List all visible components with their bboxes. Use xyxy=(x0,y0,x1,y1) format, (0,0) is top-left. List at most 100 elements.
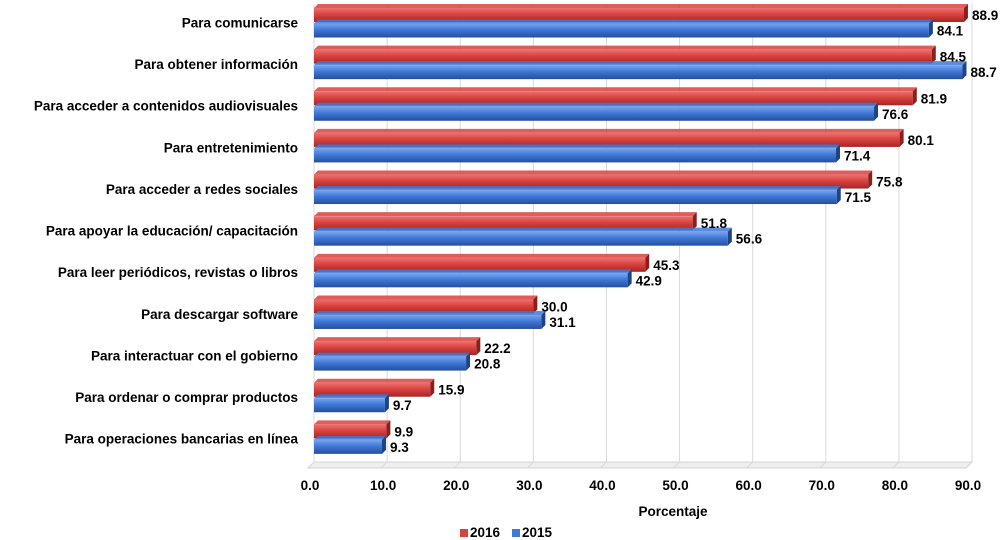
bar-2015 xyxy=(314,106,875,121)
gridline-depth xyxy=(673,461,680,469)
gridline-depth xyxy=(746,461,754,469)
bar-end-face xyxy=(386,420,391,439)
category-label: Para apoyar la educación/ capacitación xyxy=(46,224,298,239)
bar-top-face xyxy=(314,45,936,50)
bar-end-face xyxy=(931,45,936,64)
bar-end-face xyxy=(466,352,471,371)
bar-end-face xyxy=(381,435,386,454)
bar-end-face xyxy=(836,186,841,205)
bar-2015 xyxy=(314,439,382,454)
bar-top-face xyxy=(314,352,471,357)
value-label: 20.8 xyxy=(474,357,501,372)
value-label: 76.6 xyxy=(882,107,909,122)
chart-floor xyxy=(306,461,974,469)
bar-top-face xyxy=(314,435,386,440)
value-label: 22.2 xyxy=(484,341,510,356)
bar-top-face xyxy=(314,87,917,92)
value-label: 71.4 xyxy=(844,148,871,163)
bar-2015 xyxy=(314,273,628,288)
legend: 2016 2015 xyxy=(460,525,553,540)
x-tick-label: 40.0 xyxy=(589,478,615,493)
x-tick-label: 10.0 xyxy=(370,478,396,493)
bar-2016 xyxy=(314,49,932,64)
gridline-depth xyxy=(819,461,827,469)
bar-2016 xyxy=(314,257,646,272)
gridline-depth xyxy=(380,461,388,469)
category-label: Para interactuar con el gobierno xyxy=(91,348,298,363)
bar-top-face xyxy=(314,102,879,107)
category-label: Para descargar software xyxy=(141,307,298,322)
bar-2015 xyxy=(314,190,837,205)
category-label: Para ordenar o comprar productos xyxy=(75,390,298,405)
value-label: 84.1 xyxy=(937,24,964,39)
bar-top-face xyxy=(314,61,967,66)
value-label: 81.9 xyxy=(921,91,947,106)
value-label: 42.9 xyxy=(636,273,662,288)
legend-label: 2015 xyxy=(522,525,553,540)
value-label: 84.5 xyxy=(940,50,967,65)
bar-2015 xyxy=(314,148,837,163)
value-label: 45.3 xyxy=(653,258,680,273)
bar-2015 xyxy=(314,314,542,329)
value-label: 80.1 xyxy=(908,133,935,148)
bar-2016 xyxy=(314,341,477,356)
x-tick-label: 20.0 xyxy=(443,478,469,493)
legend-swatch xyxy=(512,529,520,537)
bar-2015 xyxy=(314,356,467,371)
bar-2016 xyxy=(314,132,900,147)
bar-2016 xyxy=(314,424,387,439)
value-label: 9.7 xyxy=(393,398,412,413)
x-tick-label: 50.0 xyxy=(662,478,688,493)
bar-end-face xyxy=(541,310,546,329)
bar-end-face xyxy=(384,394,389,413)
bar-top-face xyxy=(314,310,546,315)
gridline-depth xyxy=(600,461,607,469)
category-label: Para obtener información xyxy=(134,57,298,72)
bar-end-face xyxy=(963,4,968,22)
bar-top-face xyxy=(314,128,904,133)
x-tick-label: 30.0 xyxy=(516,478,542,493)
bar-top-face xyxy=(314,337,481,342)
value-label: 31.1 xyxy=(549,315,576,330)
bar-2016 xyxy=(314,174,869,189)
bar-top-face xyxy=(314,394,389,399)
bar-top-face xyxy=(314,420,391,425)
bar-2015 xyxy=(314,23,929,38)
category-label: Para leer periódicos, revistas o libros xyxy=(58,265,298,280)
category-label: Para entretenimiento xyxy=(164,140,298,155)
x-tick-label: 80.0 xyxy=(882,478,908,493)
x-tick-label: 0.0 xyxy=(301,478,320,493)
gridline-depth xyxy=(526,461,534,469)
bar-end-face xyxy=(692,212,697,231)
bar-top-face xyxy=(314,4,968,8)
bar-end-face xyxy=(533,295,538,314)
category-label: Para comunicarse xyxy=(182,15,299,30)
bar-end-face xyxy=(928,19,933,38)
value-label: 71.5 xyxy=(845,190,872,205)
value-label: 30.0 xyxy=(541,299,567,314)
gridline-depth xyxy=(453,461,461,469)
gridline-depth xyxy=(307,461,315,469)
value-label: 9.9 xyxy=(394,424,413,439)
bar-top-face xyxy=(314,186,841,191)
bar-top-face xyxy=(314,295,538,300)
bar-end-face xyxy=(962,61,967,80)
legend-swatch xyxy=(460,529,468,537)
bar-2015 xyxy=(314,65,963,80)
bar-2015 xyxy=(314,398,385,413)
bar-end-face xyxy=(868,170,873,189)
labels: 0.0 10.0 20.0 30.0 40.0 50.0 60.0 70.0 80.0 90.0 P… xyxy=(34,8,998,493)
bar-2015 xyxy=(314,231,728,246)
gridline-depth xyxy=(965,461,973,469)
bar-end-face xyxy=(727,227,732,246)
bar-end-face xyxy=(430,378,435,397)
bar-2016 xyxy=(314,382,431,397)
value-label: 51.8 xyxy=(701,216,728,231)
bar-end-face xyxy=(645,253,650,272)
bar-end-face xyxy=(899,128,904,147)
bar-end-face xyxy=(912,87,917,106)
bar-top-face xyxy=(314,253,650,258)
bar-2016 xyxy=(314,8,964,22)
bar-top-face xyxy=(314,212,697,217)
